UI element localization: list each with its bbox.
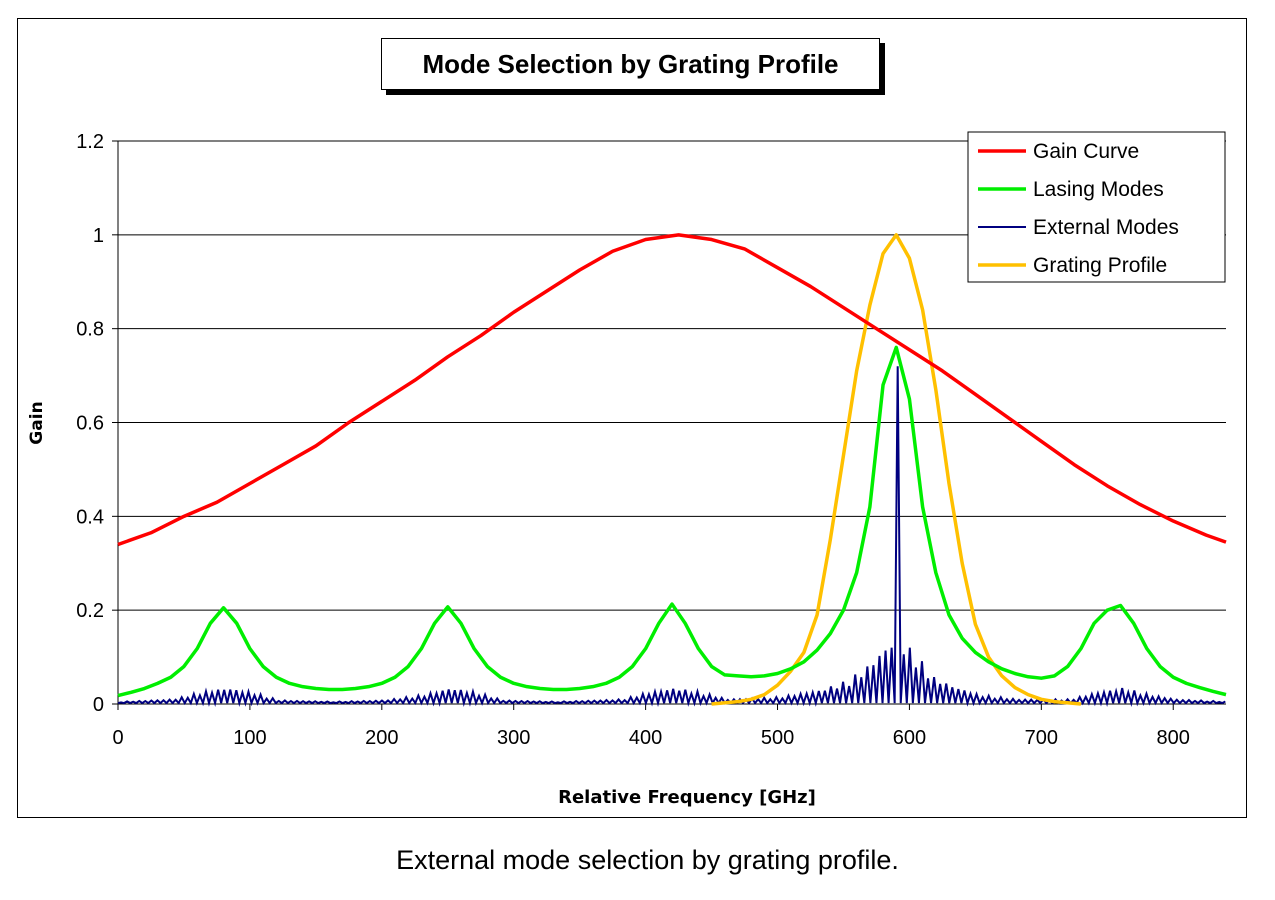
series-lasing-modes [117, 345, 1227, 698]
x-tick-label: 400 [629, 727, 662, 749]
legend [967, 131, 1226, 283]
chart-frame [17, 18, 1247, 818]
legend-label: Grating Profile [1033, 254, 1167, 277]
legend-label: External Modes [1033, 216, 1179, 239]
x-tick-label: 800 [1157, 727, 1190, 749]
legend-label: Lasing Modes [1033, 178, 1164, 201]
series-gain-curve [117, 233, 1227, 547]
y-tick-label: 1 [93, 225, 104, 247]
figure-caption: External mode selection by grating profi… [396, 845, 899, 875]
x-tick-label: 200 [365, 727, 398, 749]
y-tick-label: 0.2 [76, 600, 104, 622]
series-grating-profile [711, 233, 1082, 706]
y-tick-label: 0.8 [76, 319, 104, 341]
y-tick-label: 0 [93, 694, 104, 716]
y-tick-label: 0.4 [76, 506, 104, 528]
series-external-modes [117, 366, 1226, 708]
x-tick-label: 500 [761, 727, 794, 749]
x-tick-label: 700 [1025, 727, 1058, 749]
x-tick-label: 0 [112, 727, 123, 749]
x-tick-label: 600 [893, 727, 926, 749]
y-axis-label: Gain [27, 401, 47, 444]
legend-label: Gain Curve [1033, 140, 1139, 163]
x-axis-label: Relative Frequency [GHz] [558, 787, 816, 808]
chart-title: Mode Selection by Grating Profile [381, 38, 880, 90]
y-tick-label: 0.6 [76, 413, 104, 435]
x-tick-label: 300 [497, 727, 530, 749]
x-tick-label: 100 [233, 727, 266, 749]
y-tick-label: 1.2 [76, 131, 104, 153]
